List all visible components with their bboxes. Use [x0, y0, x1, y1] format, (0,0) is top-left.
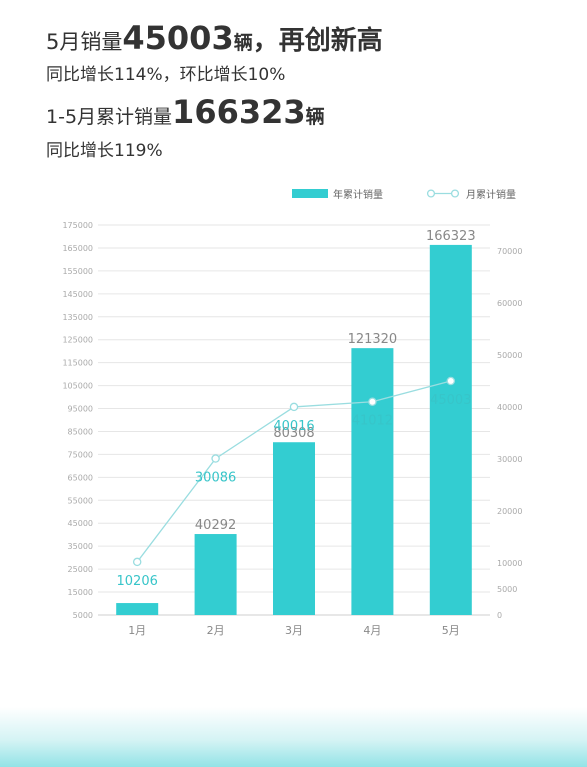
legend-bar-swatch	[292, 189, 328, 198]
y-right-tick-label: 40000	[497, 403, 522, 412]
x-tick-label: 5月	[442, 624, 460, 637]
line-value-label: 41012	[352, 414, 393, 429]
sales-chart: 5000 15000 25000 35000 45000 55000 65000 75000 8…	[62, 188, 522, 637]
y-left-tick-label: 175000	[62, 221, 93, 230]
bottom-gradient	[0, 707, 587, 767]
y-right-tick-label: 50000	[497, 351, 522, 360]
line-point	[446, 376, 456, 386]
y-left-tick-label: 75000	[68, 450, 93, 459]
y-right-tick-label: 10000	[497, 559, 522, 568]
y-left-tick-label: 35000	[68, 542, 93, 551]
y-left-tick-label: 95000	[68, 405, 93, 414]
y-right-tick-label: 0	[497, 611, 502, 620]
y-left-tick-label: 105000	[62, 382, 93, 391]
line-point	[289, 402, 299, 412]
y-left-tick-label: 5000	[73, 611, 93, 620]
headline-line-1: 5月销量45003辆，再创新高	[46, 20, 383, 61]
y-left-tick-label: 85000	[68, 427, 93, 436]
y-left-tick-label: 125000	[62, 336, 93, 345]
y-right-tick-label: 70000	[497, 247, 522, 256]
x-tick-label: 1月	[128, 624, 146, 637]
line-point	[211, 454, 220, 463]
x-tick-label: 2月	[207, 624, 225, 637]
line-point	[132, 557, 142, 567]
y-right-tick-label: 20000	[497, 507, 522, 516]
legend-bar-label: 年累计销量	[333, 188, 383, 201]
x-tick-label: 4月	[363, 624, 381, 637]
cumulative-sales-unit: 辆	[305, 106, 325, 128]
y-left-tick-label: 115000	[62, 359, 93, 368]
x-tick-label: 3月	[285, 624, 303, 637]
bar	[273, 442, 315, 615]
y-left-tick-label: 55000	[68, 496, 93, 505]
line-point	[368, 397, 377, 406]
y-left-tick-label: 25000	[68, 565, 93, 574]
line-value-label: 45003	[430, 393, 471, 408]
y-left-tick-label: 165000	[62, 244, 93, 253]
y-left-tick-label: 135000	[62, 313, 93, 322]
headline-line-4: 同比增长119%	[46, 141, 163, 161]
bar	[194, 534, 237, 615]
record-high-text: ，再创新高	[252, 26, 383, 56]
legend-line-marker	[426, 189, 436, 198]
legend-line-label: 月累计销量	[466, 188, 516, 201]
monthly-sales-number: 45003	[122, 19, 234, 57]
line-value-label: 30086	[195, 471, 236, 486]
bar	[116, 603, 159, 615]
bar	[351, 348, 394, 615]
y-left-tick-label: 145000	[62, 290, 93, 299]
y-right-tick-label: 5000	[497, 585, 517, 594]
monthly-sales-label: 5月销量	[46, 30, 123, 54]
y-left-tick-label: 15000	[68, 588, 93, 597]
bar-value-label: 80308	[273, 426, 314, 441]
legend-line-marker	[450, 189, 460, 198]
line-value-label: 40016	[273, 419, 314, 434]
bar-value-label: 166323	[426, 229, 476, 244]
headline-line-3: 1-5月累计销量166323辆	[46, 94, 325, 135]
y-left-tick-label: 65000	[68, 473, 93, 482]
y-left-tick-label: 45000	[68, 519, 93, 528]
y-right-tick-label: 30000	[497, 455, 522, 464]
monthly-sales-unit: 辆	[233, 32, 253, 54]
cumulative-sales-number: 166323	[172, 93, 306, 131]
bar-value-label: 40292	[195, 518, 236, 533]
bar	[429, 244, 472, 615]
y-left-tick-label: 155000	[62, 267, 93, 276]
y-right-tick-label: 60000	[497, 299, 522, 308]
bar-value-label: 121320	[348, 332, 398, 347]
cumulative-sales-label: 1-5月累计销量	[46, 106, 173, 128]
headline-line-2: 同比增长114%，环比增长10%	[46, 65, 286, 85]
line-value-label: 10206	[117, 574, 158, 589]
